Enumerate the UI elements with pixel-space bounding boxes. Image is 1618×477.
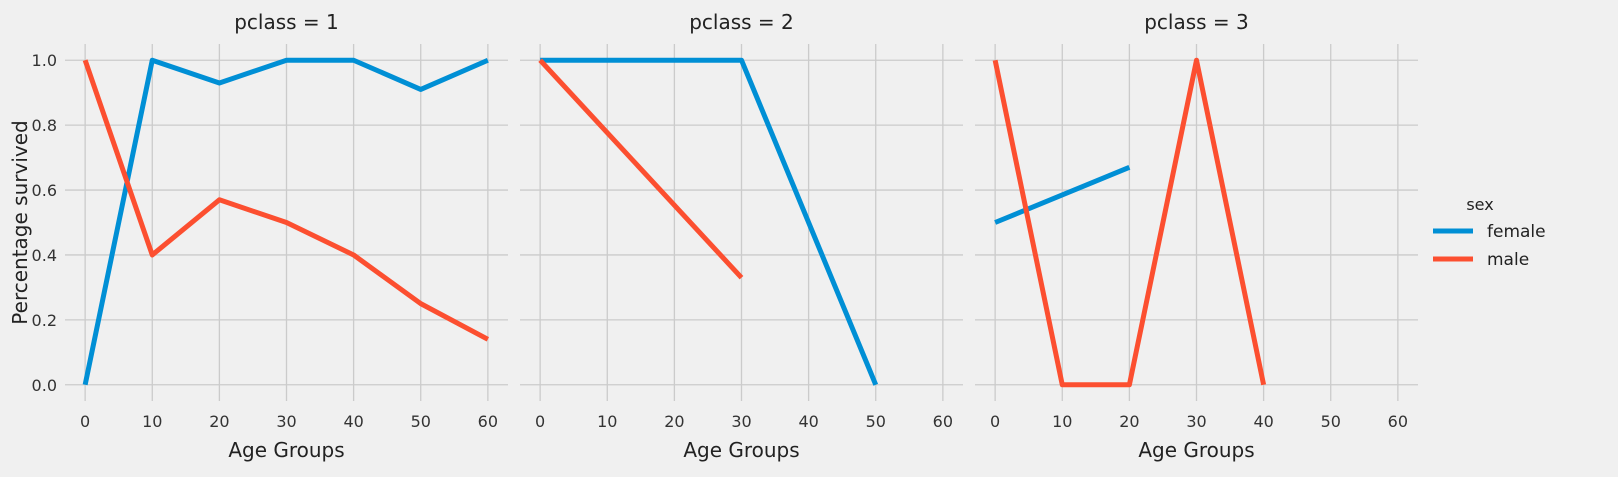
y-tick-label: 0.2 — [32, 311, 57, 330]
y-tick-label: 0.0 — [32, 376, 57, 395]
x-axis-label: Age Groups — [228, 438, 344, 462]
legend: sex female male — [1433, 195, 1546, 270]
series-line-male — [82, 59, 490, 342]
legend-label-female: female — [1487, 222, 1546, 242]
y-tick-label: 0.6 — [32, 181, 57, 200]
x-tick-label: 50 — [1321, 412, 1341, 431]
x-tick-label: 30 — [276, 412, 296, 431]
x-axis-label: Age Groups — [1138, 438, 1254, 462]
x-tick-label: 10 — [1052, 412, 1072, 431]
panel-title: pclass = 2 — [689, 10, 794, 34]
x-tick-label: 20 — [209, 412, 229, 431]
x-tick-label: 60 — [478, 412, 498, 431]
x-tick-label: 60 — [1388, 412, 1408, 431]
series-line-female — [994, 165, 1131, 225]
y-tick-label: 0.4 — [32, 246, 57, 265]
y-axis-label: Percentage survived — [8, 120, 32, 324]
panel-title: pclass = 3 — [1144, 10, 1249, 34]
x-tick-label: 20 — [664, 412, 684, 431]
x-tick-label: 40 — [798, 412, 818, 431]
x-tick-label: 60 — [933, 412, 953, 431]
x-tick-label: 20 — [1119, 412, 1139, 431]
series-line-female — [540, 57, 879, 386]
x-tick-label: 50 — [866, 412, 886, 431]
x-tick-label: 0 — [80, 412, 90, 431]
legend-title: sex — [1466, 195, 1493, 214]
panel-1: 0 10 20 30 40 50 60 0.0 0.2 0.4 0.6 0.8 1.0 Percentag… — [8, 10, 508, 462]
panel-2: 0 10 20 30 40 50 60 Age Groups pclass = 2 — [520, 10, 963, 462]
y-tick-label: 0.8 — [32, 116, 57, 135]
x-tick-label: 30 — [1186, 412, 1206, 431]
x-tick-label: 50 — [411, 412, 431, 431]
series-line-male — [538, 58, 744, 280]
series-line-male — [992, 57, 1267, 388]
y-tick-label: 1.0 — [32, 51, 57, 70]
x-tick-label: 30 — [731, 412, 751, 431]
panel-title: pclass = 1 — [234, 10, 339, 34]
x-tick-label: 10 — [142, 412, 162, 431]
panel-3: 0 10 20 30 40 50 60 Age Groups pclass = 3 — [975, 10, 1418, 462]
x-tick-label: 0 — [990, 412, 1000, 431]
x-tick-label: 0 — [535, 412, 545, 431]
x-axis-label: Age Groups — [683, 438, 799, 462]
series-line-female — [82, 57, 489, 386]
x-tick-label: 40 — [1253, 412, 1273, 431]
x-tick-label: 40 — [343, 412, 363, 431]
legend-label-male: male — [1487, 250, 1529, 270]
x-tick-label: 10 — [597, 412, 617, 431]
